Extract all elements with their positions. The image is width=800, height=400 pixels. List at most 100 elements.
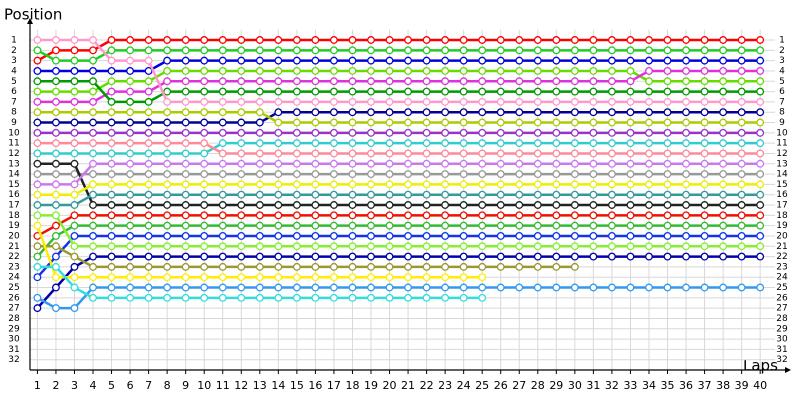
position-marker: [478, 108, 487, 117]
position-marker: [218, 221, 227, 230]
position-marker: [478, 170, 487, 179]
series: [33, 170, 765, 179]
position-marker: [89, 252, 97, 261]
position-marker: [107, 108, 116, 117]
position-marker: [70, 139, 79, 148]
position-marker: [515, 149, 524, 158]
position-marker: [311, 283, 320, 292]
position-marker: [756, 221, 765, 230]
position-marker: [441, 128, 450, 137]
position-marker: [51, 36, 60, 44]
position-marker: [33, 108, 42, 117]
position-marker: [422, 252, 431, 261]
position-marker: [533, 180, 542, 189]
position-marker: [311, 252, 320, 261]
position-marker: [218, 252, 227, 261]
position-marker: [663, 242, 672, 251]
position-marker: [552, 36, 561, 44]
position-marker: [756, 190, 765, 199]
position-marker: [645, 159, 653, 168]
position-marker: [51, 273, 60, 282]
position-marker: [292, 252, 301, 261]
position-marker: [570, 252, 579, 261]
position-marker: [274, 170, 283, 179]
position-marker: [404, 108, 413, 117]
position-marker: [107, 293, 116, 302]
position-marker: [218, 149, 227, 158]
position-marker: [89, 262, 97, 271]
position-marker: [348, 231, 357, 240]
position-marker: [255, 262, 264, 271]
position-marker: [478, 252, 487, 261]
position-marker: [367, 56, 375, 65]
position-marker: [367, 139, 375, 148]
position-marker: [126, 77, 135, 86]
position-marker: [126, 56, 135, 65]
position-marker: [663, 159, 672, 168]
position-marker: [645, 170, 653, 179]
position-marker: [274, 149, 283, 158]
position-marker: [589, 46, 598, 55]
position-marker: [756, 180, 765, 189]
position-marker: [422, 221, 431, 230]
position-marker: [33, 118, 42, 127]
series: [33, 108, 765, 127]
position-marker: [329, 170, 338, 179]
x-tick-label: 8: [164, 379, 171, 392]
position-marker: [200, 56, 209, 65]
position-marker: [459, 180, 468, 189]
position-marker: [589, 56, 598, 65]
position-marker: [515, 87, 524, 96]
position-marker: [533, 66, 542, 75]
series-line: [37, 214, 761, 248]
position-marker: [478, 293, 487, 302]
position-marker: [459, 108, 468, 117]
position-marker: [682, 221, 690, 230]
position-marker: [292, 108, 301, 117]
position-marker: [385, 118, 394, 127]
position-marker: [404, 170, 413, 179]
position-marker: [607, 242, 616, 251]
position-marker: [107, 118, 116, 127]
series: [33, 56, 765, 75]
position-marker: [292, 242, 301, 251]
position-marker: [496, 56, 505, 65]
position-marker: [107, 283, 116, 292]
position-marker: [552, 128, 561, 137]
position-marker: [274, 87, 283, 96]
position-marker: [570, 242, 579, 251]
position-marker: [607, 46, 616, 55]
position-marker: [89, 128, 97, 137]
position-marker: [719, 180, 728, 189]
position-marker: [570, 211, 579, 220]
series-line: [36, 224, 761, 258]
position-marker: [51, 118, 60, 127]
position-marker: [607, 36, 616, 44]
position-marker: [385, 66, 394, 75]
position-marker: [70, 252, 79, 261]
series-line: [37, 141, 761, 155]
x-tick-label: 3: [71, 379, 78, 392]
position-marker: [663, 252, 672, 261]
position-marker: [478, 221, 487, 230]
position-marker: [255, 283, 264, 292]
position-marker: [311, 293, 320, 302]
position-marker: [33, 77, 42, 86]
position-marker: [218, 36, 227, 44]
position-marker: [663, 46, 672, 55]
position-marker: [737, 252, 746, 261]
position-marker: [441, 201, 450, 209]
position-marker: [533, 108, 542, 117]
position-marker: [181, 139, 190, 148]
position-marker: [329, 87, 338, 96]
position-marker: [126, 108, 135, 117]
series-line: [37, 69, 761, 104]
position-marker: [181, 211, 190, 220]
position-marker: [626, 66, 635, 75]
position-marker: [496, 180, 505, 189]
position-marker: [496, 36, 505, 44]
position-marker: [348, 201, 357, 209]
position-marker: [33, 56, 42, 65]
position-marker: [700, 139, 709, 148]
y-tick-label: 13: [8, 159, 19, 169]
